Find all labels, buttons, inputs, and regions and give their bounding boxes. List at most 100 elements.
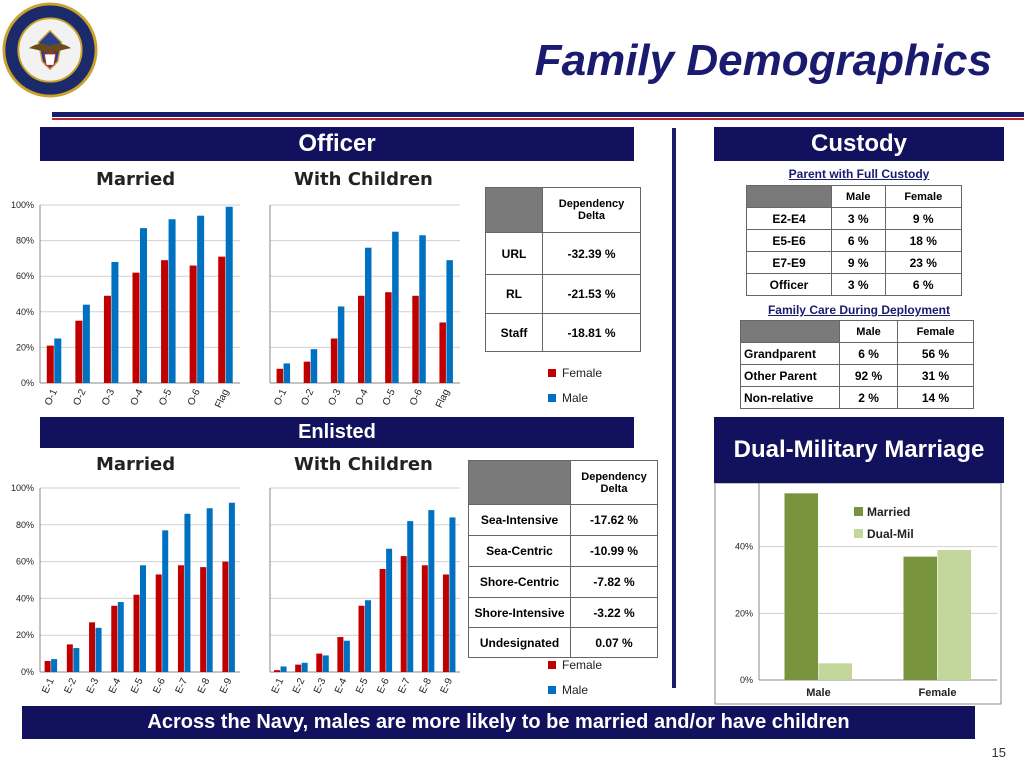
table-row-label: Undesignated — [468, 627, 571, 658]
bar-male — [386, 548, 393, 672]
table-cell: 31 % — [897, 364, 974, 387]
male-swatch — [548, 686, 556, 694]
x-tick-label: E-8 — [418, 676, 435, 695]
bar-dual-mil — [937, 550, 971, 680]
bar-female — [274, 670, 281, 672]
x-tick-label: O-5 — [381, 387, 398, 407]
summary-banner: Across the Navy, males are more likely t… — [22, 706, 975, 739]
navy-seal-logo — [2, 2, 98, 98]
legend-female: Female — [562, 366, 603, 380]
bar-female — [218, 256, 226, 383]
y-tick-label: 60% — [16, 271, 34, 281]
bar-male — [228, 502, 235, 672]
legend-female: Female — [562, 658, 603, 672]
bar-male — [365, 600, 371, 672]
y-tick-label: 20% — [735, 608, 753, 618]
header-rule-blue — [52, 112, 1024, 117]
bar-male — [301, 662, 308, 672]
table-row-label: Other Parent — [740, 364, 840, 387]
enlisted-section-header: Enlisted — [40, 417, 634, 448]
bar-male — [140, 228, 147, 383]
bar-female — [44, 660, 51, 672]
bar-female — [442, 574, 449, 672]
table-cell: 23 % — [884, 251, 963, 274]
enlisted-dependency-table: Dependency Delta Sea-Intensive -17.62 % S… — [468, 460, 658, 658]
bar-female — [133, 594, 140, 672]
x-tick-label: O-6 — [186, 387, 203, 407]
bar-male — [117, 602, 124, 672]
dual-military-section-header: Dual-Military Marriage — [714, 417, 1004, 483]
table-row-label: Non-relative — [740, 386, 840, 409]
table-corner — [746, 185, 832, 208]
y-tick-label: 20% — [16, 630, 34, 640]
bar-female — [316, 653, 323, 672]
bar-male — [206, 508, 213, 672]
y-tick-label: 20% — [16, 342, 34, 352]
female-swatch — [548, 661, 556, 669]
x-tick-label: E-5 — [129, 676, 146, 695]
page-title: Family Demographics — [534, 36, 992, 85]
chart-title: Married — [96, 169, 175, 190]
bar-female — [337, 637, 344, 672]
table-row-label: E2-E4 — [746, 207, 832, 230]
officer-children-chart: With Children O-1 O-2 O-3 O-4 O-5 O-6 Flag — [269, 169, 460, 410]
y-tick-label: 60% — [735, 483, 753, 485]
x-tick-label: E-1 — [270, 676, 287, 695]
bar-male — [184, 513, 191, 672]
bar-female — [155, 574, 162, 672]
table-cell: 92 % — [838, 364, 899, 387]
x-tick-label: O-1 — [43, 387, 60, 407]
table-cell: 18 % — [884, 229, 963, 252]
officer-married-chart: Married 0% 20% 40% 60% 80% 100% O-1 O-2 O-3 O-4 O-5… — [11, 169, 240, 410]
table-cell: 14 % — [897, 386, 974, 409]
custody-table: Male Female E2-E4 3 % 9 % E5-E6 6 % 18 % E7-… — [746, 185, 963, 296]
bar-female — [303, 361, 311, 383]
bar-female — [421, 565, 428, 672]
x-tick-label: E-3 — [85, 676, 102, 695]
table-cell: 0.07 % — [570, 627, 658, 658]
bar-male — [82, 304, 90, 383]
table-cell: 3 % — [831, 207, 886, 230]
legend-swatch — [854, 529, 863, 538]
legend-male: Male — [562, 683, 589, 697]
bar-female — [103, 295, 111, 383]
bar-male — [95, 627, 102, 672]
table-row-label: URL — [485, 232, 543, 275]
bar-married — [784, 493, 818, 680]
y-tick-label: 60% — [16, 557, 34, 567]
bar-female — [46, 345, 54, 383]
x-tick-label: Flag — [434, 388, 452, 410]
table-cell: -10.99 % — [570, 535, 658, 567]
bar-male — [365, 247, 372, 383]
y-tick-label: 0% — [21, 378, 34, 388]
column-header-male: Male — [838, 320, 899, 343]
y-tick-label: 100% — [11, 200, 34, 210]
x-tick-label: Flag — [213, 388, 231, 410]
bar-female — [412, 295, 419, 383]
table-cell: 6 % — [884, 273, 963, 296]
legend-label: Married — [867, 505, 910, 519]
bar-female — [385, 292, 392, 383]
table-row-label: Sea-Intensive — [468, 504, 571, 536]
enlisted-married-chart: Married 0% 20% 40% 60% 80% 100% E-1 E-2 E-3 E-4 E-5… — [11, 454, 240, 695]
x-tick-label: O-2 — [72, 387, 89, 407]
male-swatch — [548, 394, 556, 402]
table-cell: 6 % — [838, 342, 899, 365]
table-cell: -7.82 % — [570, 566, 658, 598]
x-tick-label: E-9 — [439, 676, 456, 695]
x-tick-label: O-2 — [299, 387, 316, 407]
x-tick-label: O-6 — [408, 387, 425, 407]
chart-title: With Children — [294, 169, 433, 190]
x-tick-label: E-6 — [151, 676, 168, 695]
table-row-label: Staff — [485, 313, 543, 352]
care-table-title: Family Care During Deployment — [767, 303, 951, 317]
bar-female — [200, 567, 207, 672]
bar-male — [111, 261, 119, 383]
x-tick-label: E-2 — [291, 676, 308, 695]
bar-female — [66, 644, 73, 672]
table-row-label: Sea-Centric — [468, 535, 571, 567]
x-tick-label: O-4 — [354, 387, 371, 407]
y-tick-label: 40% — [735, 542, 753, 552]
bar-male — [54, 338, 62, 383]
bar-female — [358, 605, 365, 672]
